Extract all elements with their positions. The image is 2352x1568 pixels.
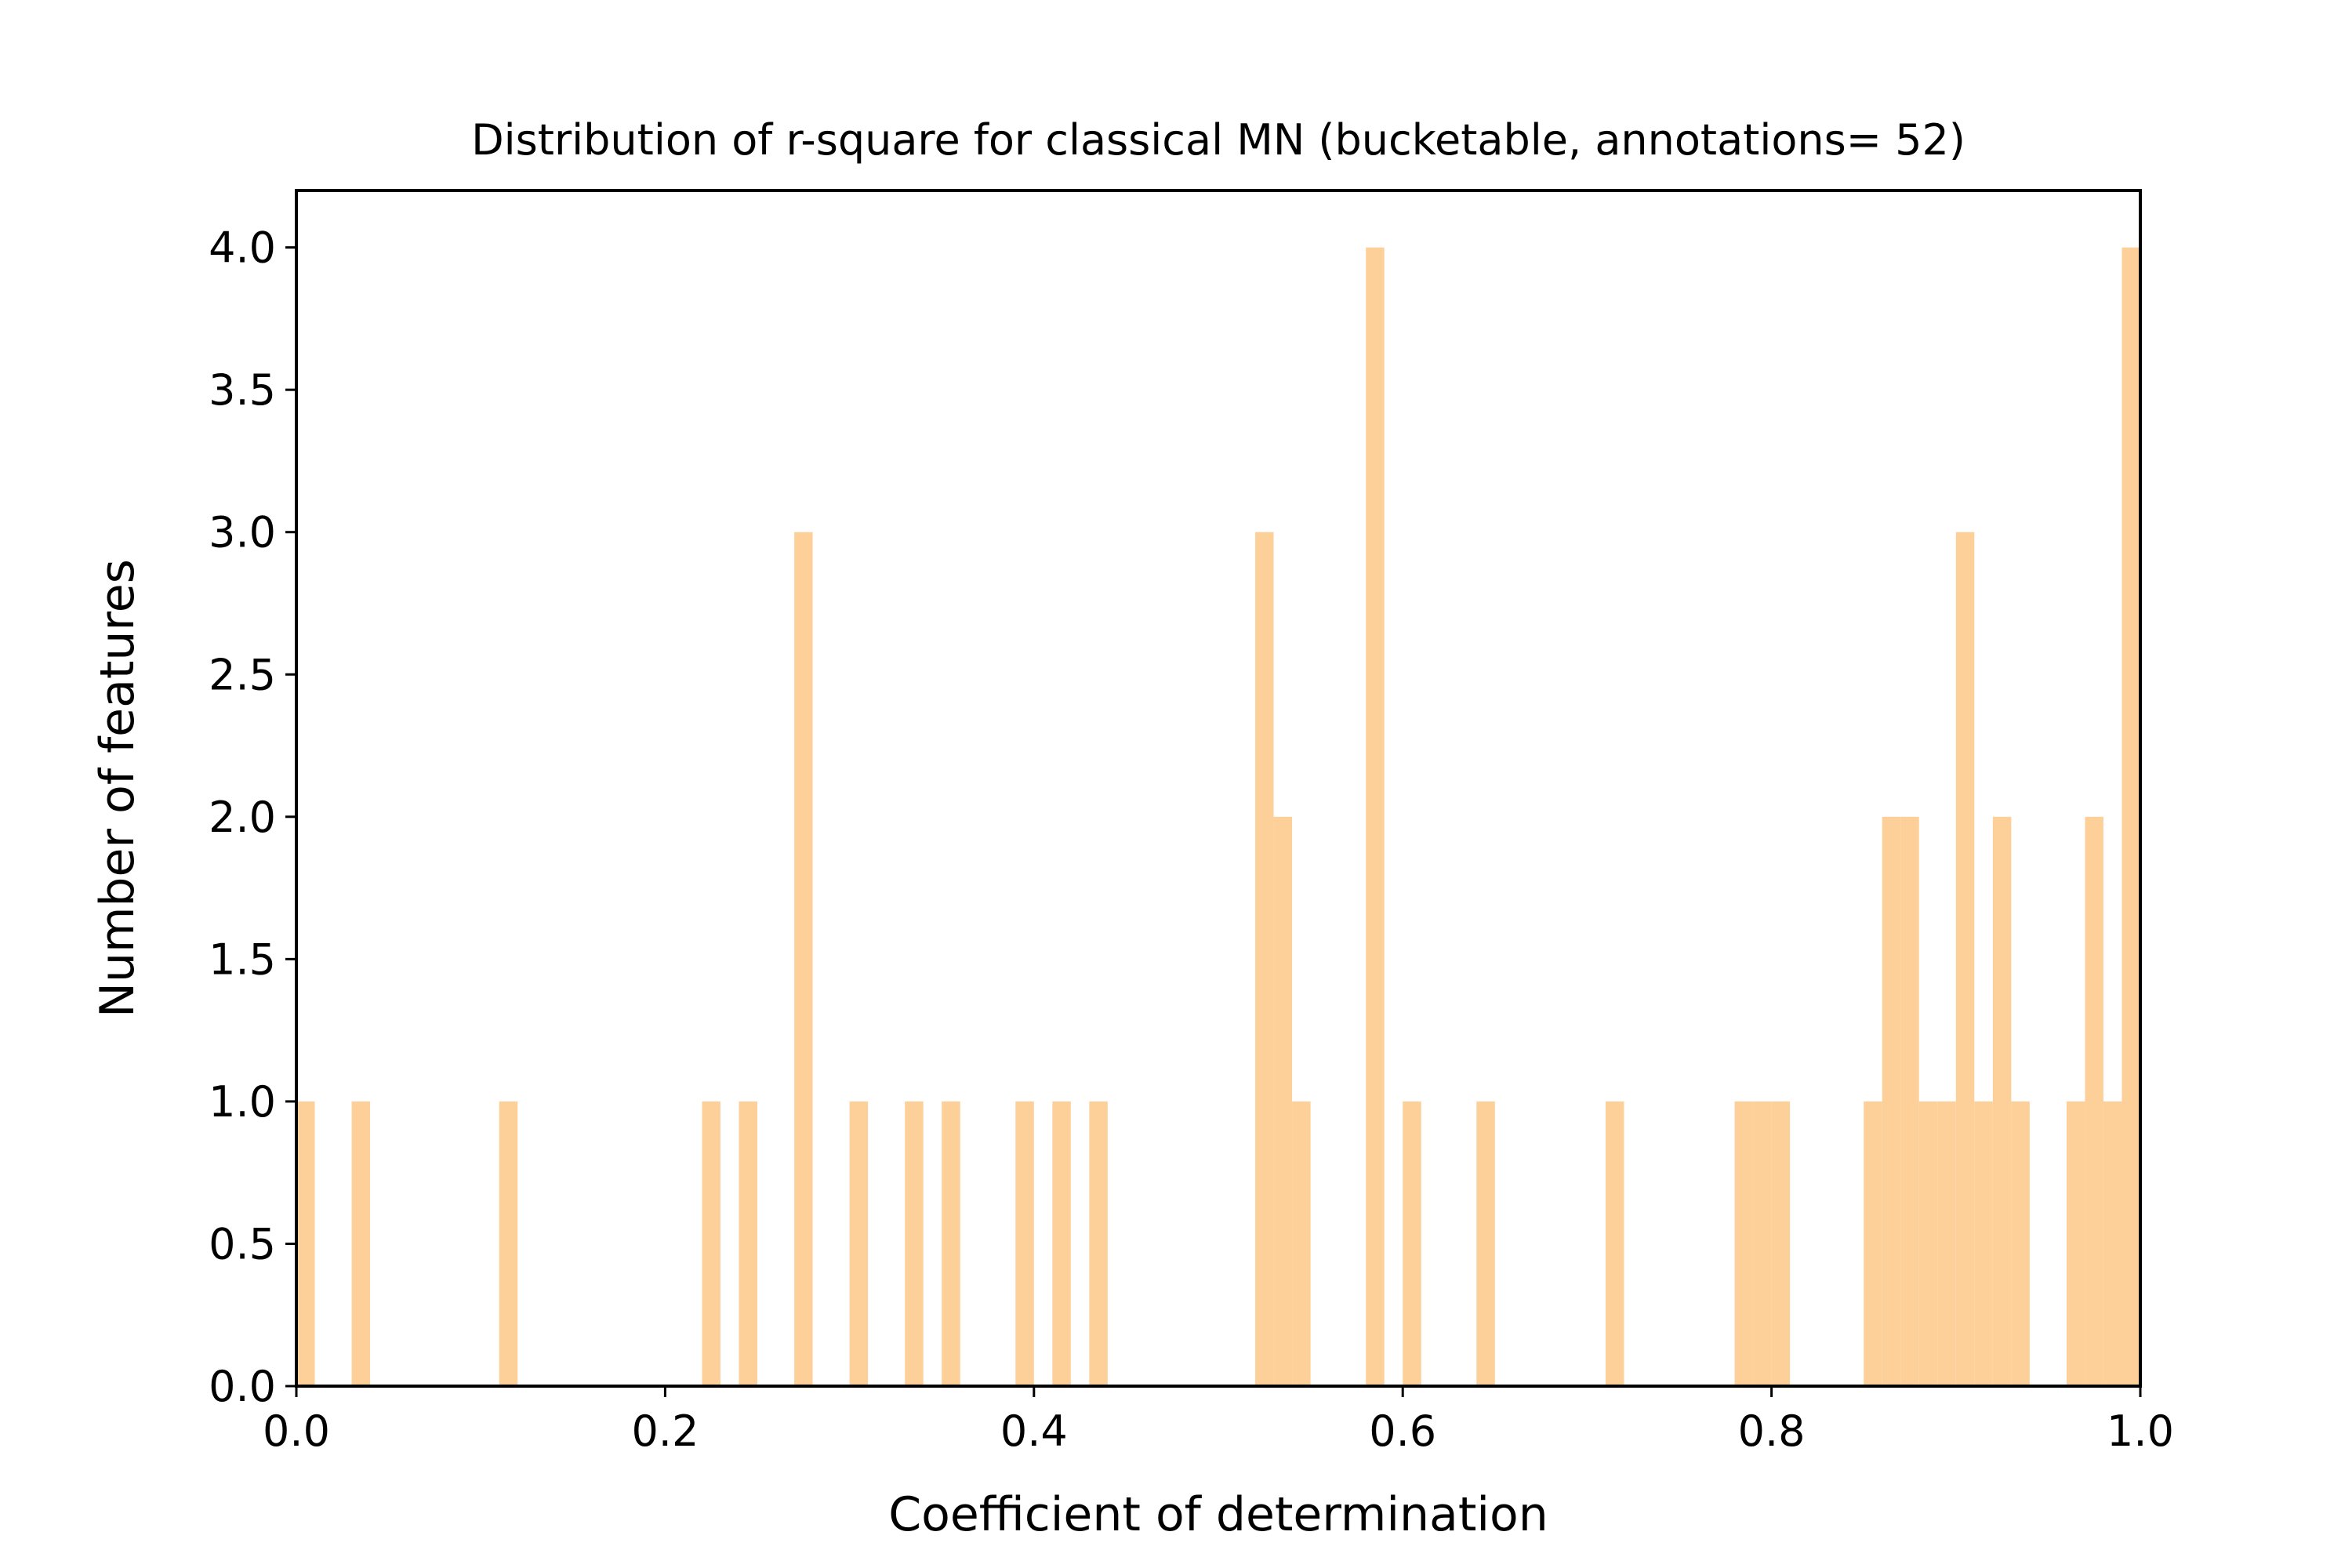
y-tick-label: 1.5	[209, 935, 276, 984]
histogram-bar	[1015, 1101, 1034, 1386]
histogram-bar	[1992, 816, 2012, 1386]
histogram-bar	[1255, 532, 1274, 1386]
y-tick-label: 0.5	[209, 1219, 276, 1269]
histogram-bar	[499, 1101, 518, 1386]
histogram-bar	[1476, 1101, 1495, 1386]
histogram-bar	[794, 532, 813, 1386]
histogram-bar	[1052, 1101, 1071, 1386]
x-tick-label: 0.2	[631, 1406, 699, 1456]
x-tick-label: 1.0	[2107, 1406, 2174, 1456]
histogram-bar	[2122, 247, 2140, 1387]
histogram-bar	[739, 1101, 757, 1386]
histogram-bar	[1753, 1101, 1772, 1386]
histogram-bar	[2066, 1101, 2085, 1386]
y-axis-title: Number of features	[90, 559, 145, 1018]
histogram-bar	[1403, 1101, 1421, 1386]
x-tick-label: 0.8	[1738, 1406, 1806, 1456]
histogram-bar	[296, 1101, 315, 1386]
y-tick-label: 2.5	[209, 650, 276, 699]
histogram-bar	[1900, 816, 1919, 1386]
histogram-bar	[1937, 1101, 1956, 1386]
x-axis-title: Coefficient of determination	[888, 1487, 1548, 1542]
histogram-bar	[1734, 1101, 1754, 1386]
histogram-bar	[1918, 1101, 1938, 1386]
x-tick-label: 0.6	[1369, 1406, 1436, 1456]
ticks-layer: 0.0 0.2 0.4 0.6 0.8 1.0 0.0 0.5 1.0 1.5 2.0 2.5 3.0 3…	[209, 223, 2174, 1456]
histogram-bar	[1089, 1101, 1108, 1386]
histogram-bar	[942, 1101, 960, 1386]
histogram-bar	[702, 1101, 720, 1386]
histogram-bar	[905, 1101, 924, 1386]
bars-layer	[296, 247, 2140, 1387]
histogram-bar	[1273, 816, 1293, 1386]
histogram-bar	[2085, 816, 2103, 1386]
histogram-bar	[849, 1101, 869, 1386]
x-tick-label: 0.4	[1000, 1406, 1068, 1456]
y-tick-label: 1.0	[209, 1077, 276, 1127]
y-tick-label: 3.5	[209, 365, 276, 415]
histogram-bar	[1882, 816, 1901, 1386]
histogram-bar	[351, 1101, 371, 1386]
chart-title: Distribution of r-square for classical M…	[471, 115, 1965, 165]
histogram-bar	[1864, 1101, 1882, 1386]
histogram-bar	[1771, 1101, 1791, 1386]
histogram-bar	[2011, 1101, 2030, 1386]
x-tick-label: 0.0	[263, 1406, 330, 1456]
y-tick-label: 3.0	[209, 508, 276, 557]
histogram-bar	[1974, 1101, 1993, 1386]
y-tick-label: 0.0	[209, 1362, 276, 1411]
histogram-bar	[1605, 1101, 1624, 1386]
histogram-bar	[1955, 532, 1975, 1386]
y-tick-label: 2.0	[209, 793, 276, 842]
y-tick-label: 4.0	[209, 223, 276, 273]
histogram-bar	[1366, 247, 1385, 1387]
histogram-bar	[1292, 1101, 1311, 1386]
plot-frame	[295, 189, 2142, 1388]
histogram-bar	[2103, 1101, 2122, 1386]
